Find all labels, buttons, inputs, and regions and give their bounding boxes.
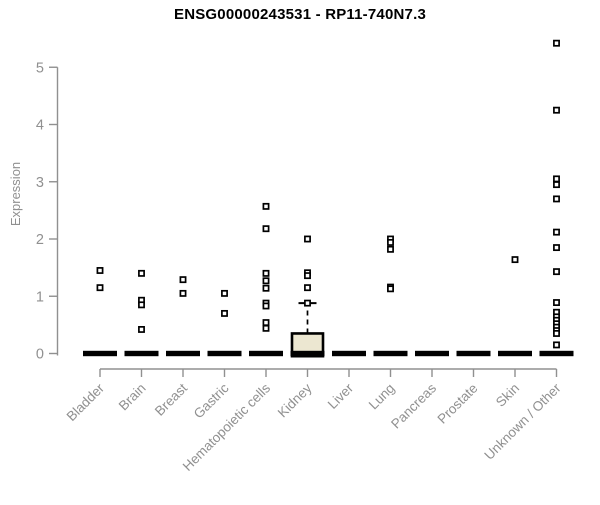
x-tick-label: Bladder [64,380,108,424]
data-point[interactable] [553,181,560,189]
median-bar [332,350,366,357]
y-tick-label: 0 [36,347,44,363]
data-point[interactable] [304,272,311,280]
data-point[interactable] [304,299,311,307]
data-point[interactable] [138,326,145,333]
data-point[interactable] [221,309,228,317]
median-bar [83,350,117,357]
x-tick-label: Skin [493,381,522,410]
data-point[interactable] [553,299,560,306]
median-bar [249,350,283,357]
median-bar [415,350,449,357]
x-tick-label: Lung [366,381,398,413]
data-point[interactable] [304,235,311,243]
data-point[interactable] [138,301,145,309]
median-bar [539,350,574,357]
data-point[interactable] [262,277,270,285]
data-point[interactable] [262,269,270,277]
x-tick-label: Kidney [275,380,315,420]
y-tick-label: 3 [36,175,44,191]
data-point[interactable] [262,202,270,210]
y-tick-label: 4 [36,118,44,134]
x-tick-label: Gastric [191,380,232,421]
data-point[interactable] [96,284,104,292]
data-point[interactable] [221,289,228,297]
y-tick-label: 1 [36,289,44,305]
data-point[interactable] [553,195,560,203]
data-point[interactable] [553,244,560,252]
x-tick-label: Brain [116,381,149,414]
x-tick-label: Pancreas [388,380,439,431]
median-bar [498,350,532,357]
median-bar [456,350,491,357]
data-point[interactable] [262,324,270,332]
median-bar [124,350,159,357]
data-point[interactable] [553,106,560,114]
chart-title: ENSG00000243531 - RP11-740N7.3 [173,6,426,23]
data-point[interactable] [262,302,270,310]
y-tick-label: 2 [36,232,44,248]
data-point[interactable] [179,289,187,297]
data-point[interactable] [553,228,560,236]
data-point[interactable] [387,238,394,246]
data-point[interactable] [262,284,270,292]
x-tick-label: Breast [152,380,190,418]
data-point[interactable] [553,268,560,276]
median-bar [290,350,325,357]
data-point[interactable] [553,39,560,47]
median-bar [166,350,200,357]
data-point[interactable] [387,285,394,293]
x-tick-label: Liver [325,380,357,412]
data-point[interactable] [387,245,394,253]
data-point[interactable] [511,256,519,264]
data-point[interactable] [262,225,270,233]
data-point[interactable] [179,276,187,284]
data-point[interactable] [553,341,560,349]
data-point[interactable] [138,269,145,277]
data-point[interactable] [553,175,560,183]
data-point[interactable] [262,319,270,327]
median-bar [207,350,242,357]
median-bar [373,350,408,357]
data-point[interactable] [553,330,560,337]
x-tick-label: Prostate [434,381,480,427]
data-point[interactable] [96,267,104,274]
x-tick-label: Unknown / Other [481,380,564,463]
data-point[interactable] [304,284,311,292]
y-tick-label: 5 [36,60,44,76]
y-axis-title: Expression [8,161,23,227]
